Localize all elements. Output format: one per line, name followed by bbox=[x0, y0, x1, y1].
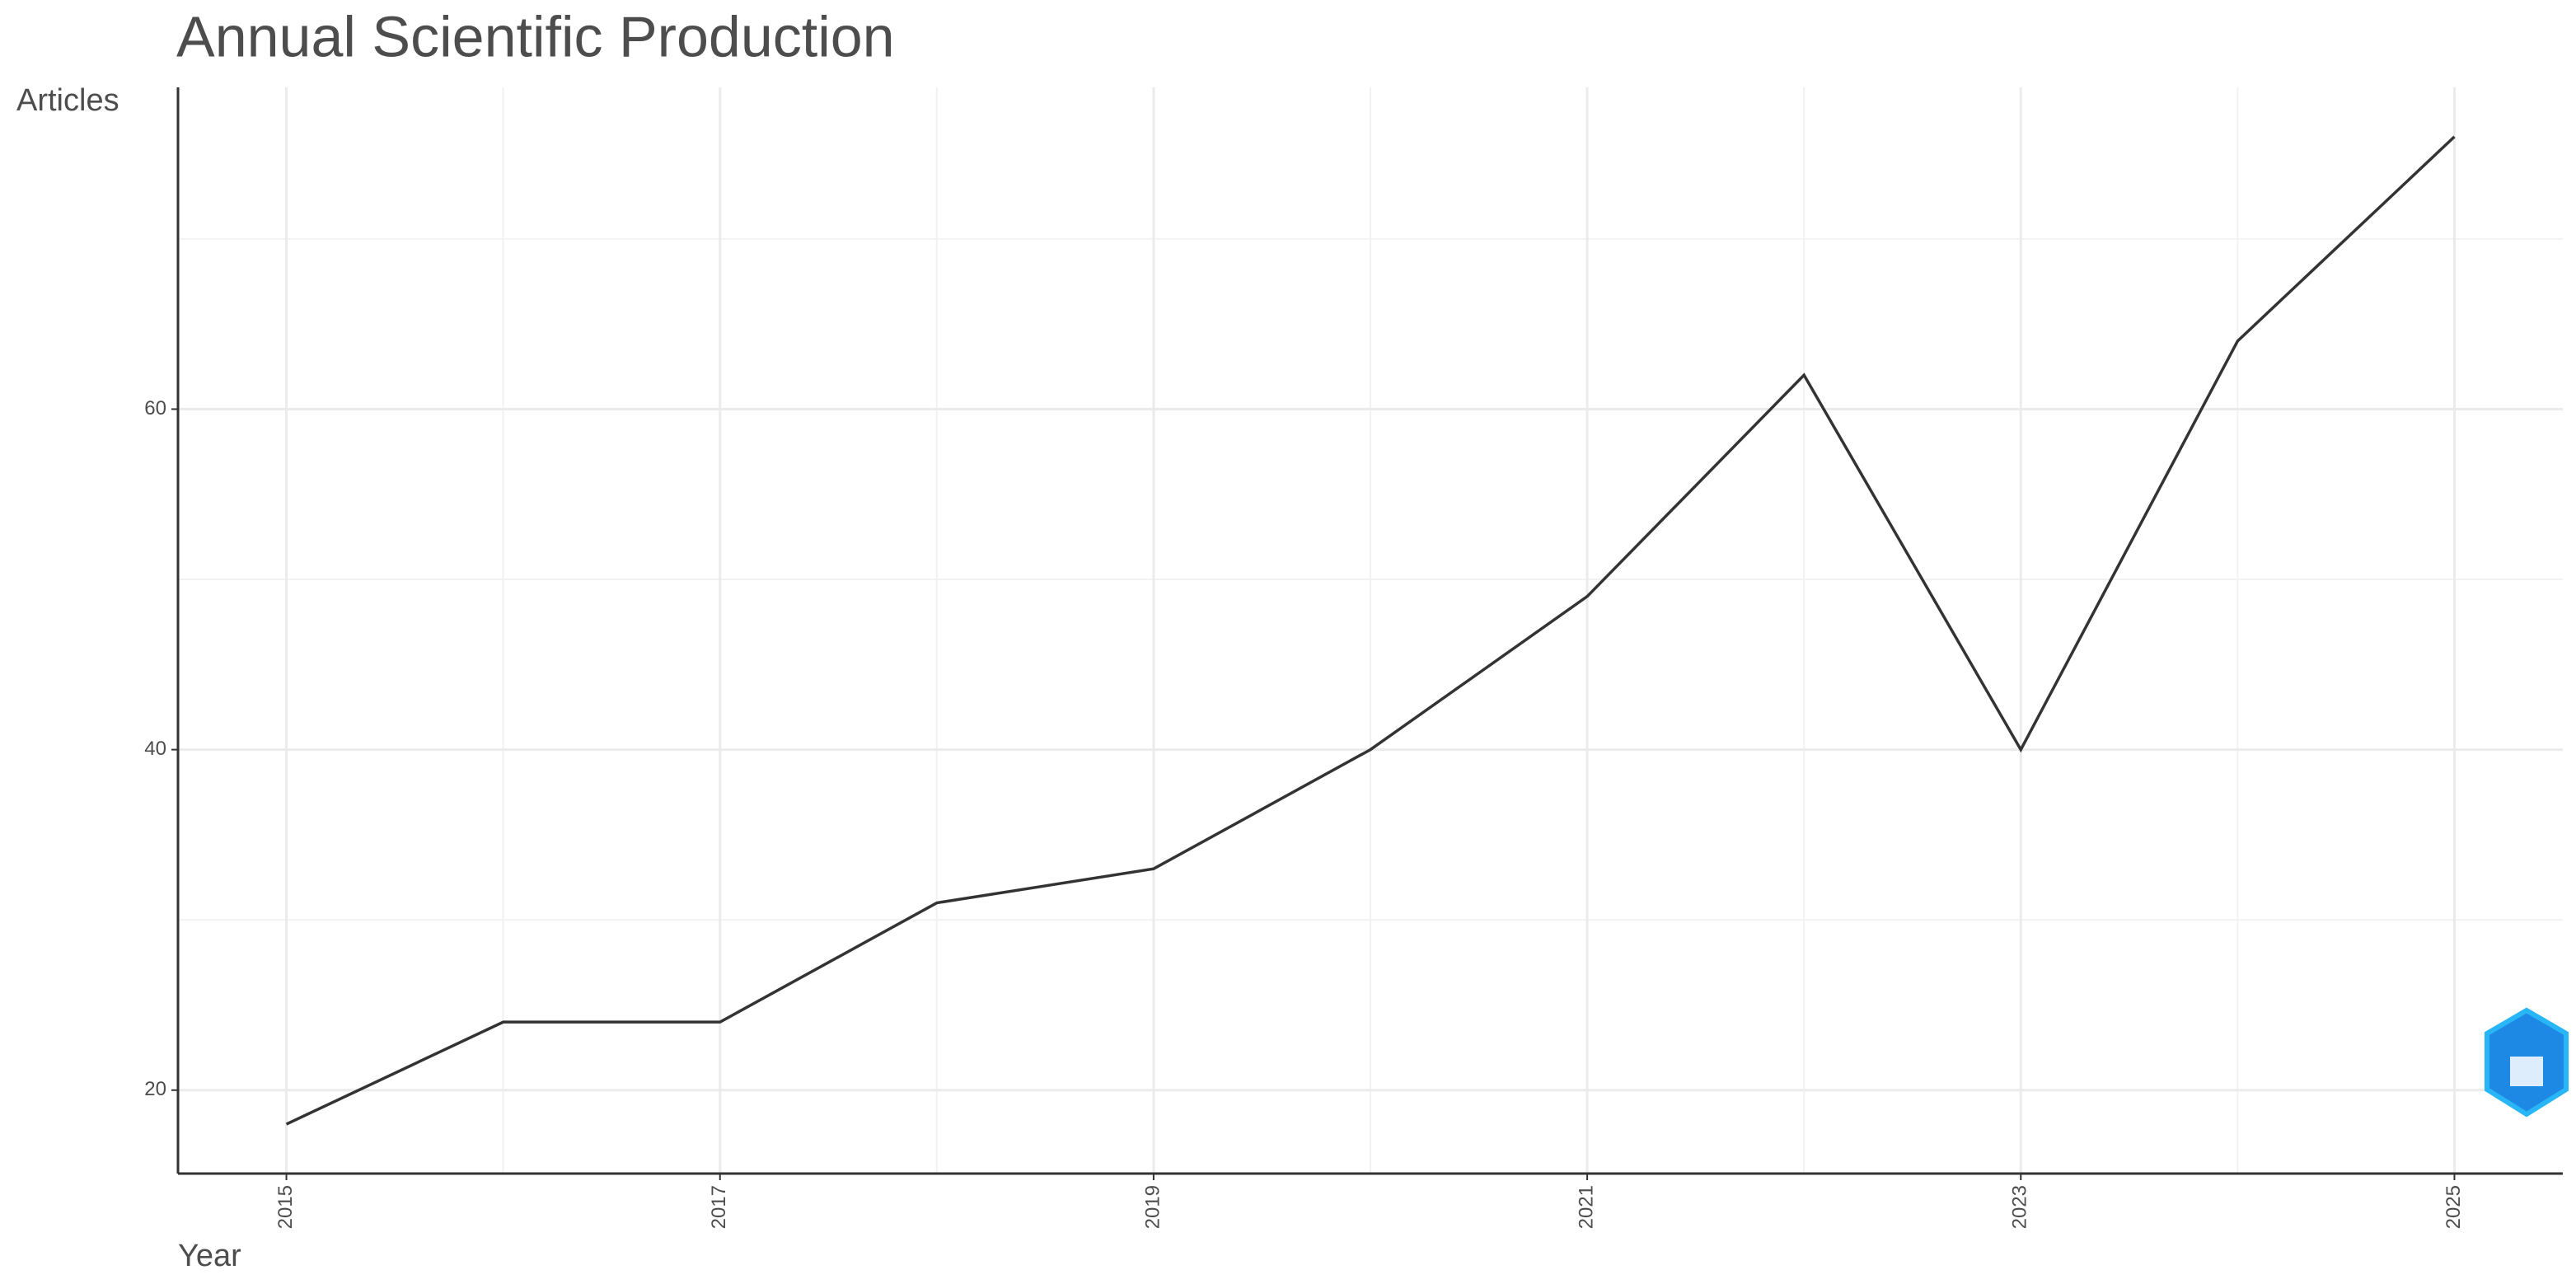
y-tick-label: 40 bbox=[144, 738, 166, 760]
x-tick-label: 2015 bbox=[274, 1185, 297, 1229]
y-axis-label: Articles bbox=[16, 83, 119, 118]
y-tick-label: 20 bbox=[144, 1078, 166, 1100]
x-axis-label: Year bbox=[178, 1239, 241, 1273]
x-tick-label: 2023 bbox=[2009, 1185, 2031, 1229]
logo bbox=[2485, 1007, 2569, 1118]
chart-title: Annual Scientific Production bbox=[176, 4, 895, 68]
x-tick-label: 2017 bbox=[708, 1185, 730, 1229]
logo-icon bbox=[2510, 1057, 2543, 1086]
y-tick-label: 60 bbox=[144, 397, 166, 419]
x-tick-label: 2025 bbox=[2443, 1185, 2465, 1229]
x-tick-label: 2021 bbox=[1575, 1185, 1597, 1229]
x-tick-label: 2019 bbox=[1141, 1185, 1164, 1229]
data-line bbox=[285, 135, 2456, 1126]
